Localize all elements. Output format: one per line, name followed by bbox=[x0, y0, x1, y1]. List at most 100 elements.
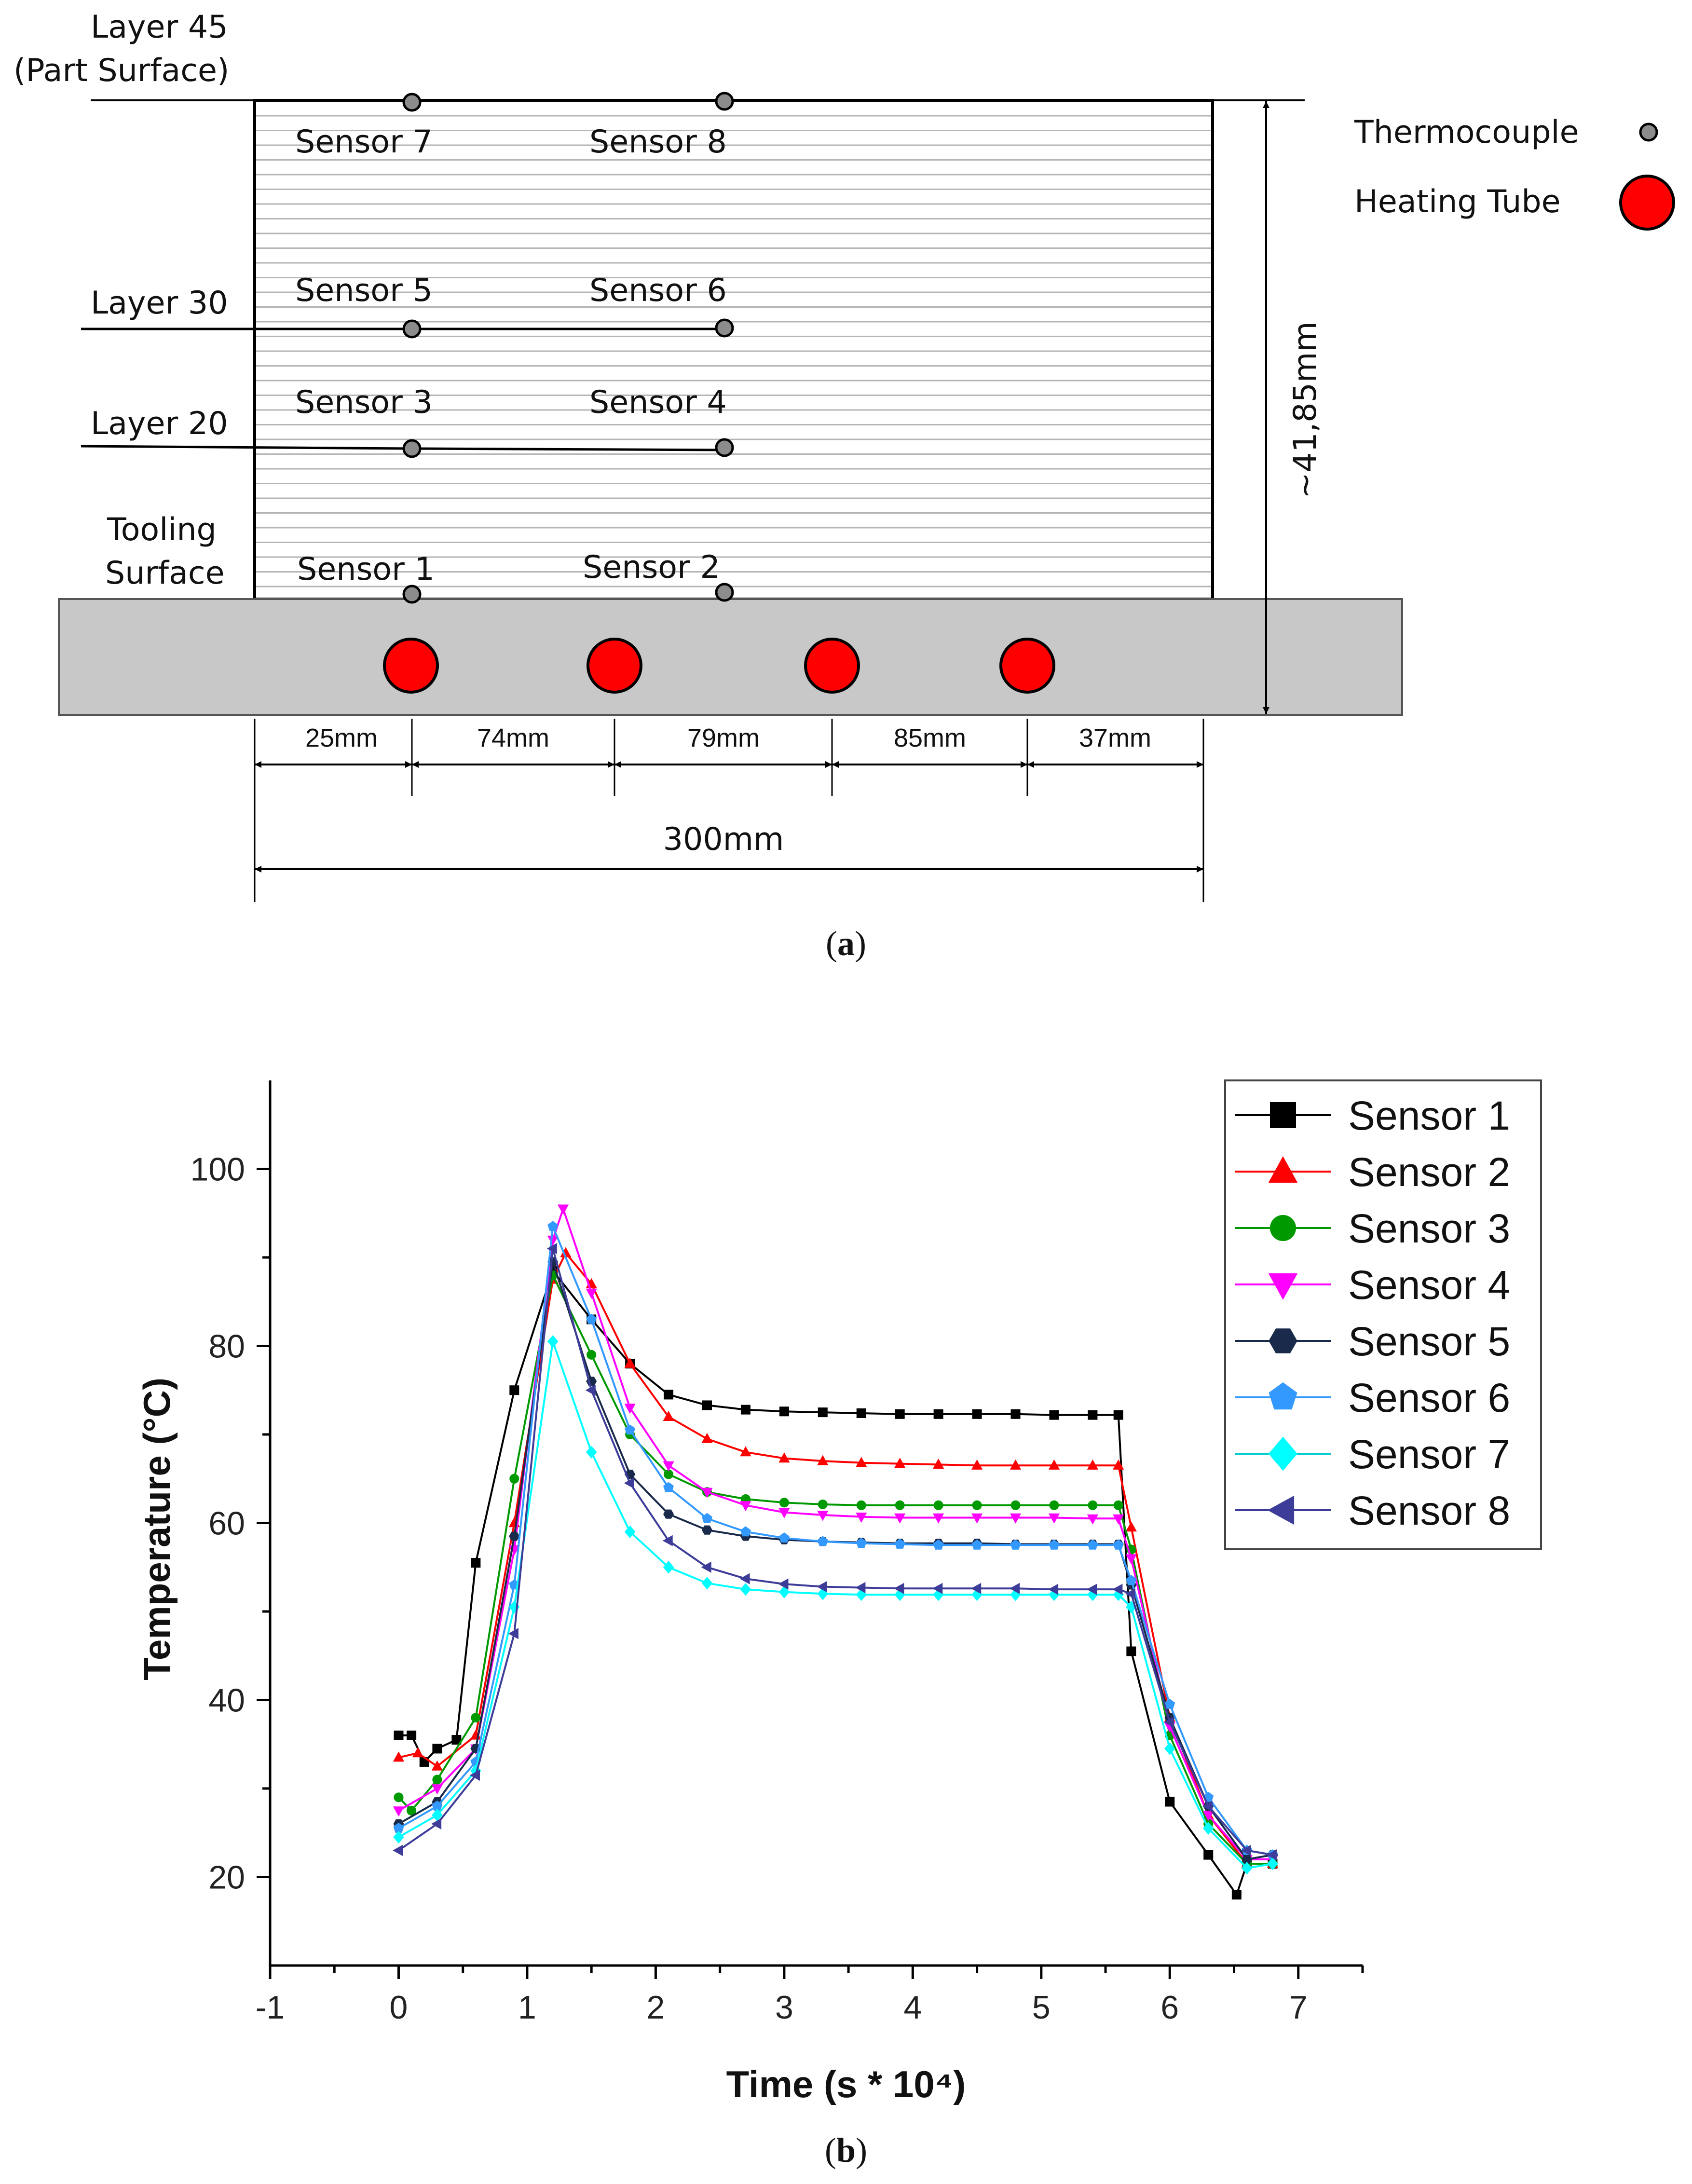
data-point bbox=[1269, 1382, 1297, 1410]
data-point bbox=[933, 1500, 943, 1510]
dimension-label-5: 37mm bbox=[1079, 723, 1151, 752]
data-point bbox=[1010, 1583, 1020, 1594]
data-point bbox=[1163, 1716, 1174, 1728]
data-point bbox=[393, 1751, 405, 1762]
thermocouple-sensor-4 bbox=[715, 438, 734, 457]
series-2 bbox=[393, 1247, 1279, 1868]
data-point bbox=[740, 1501, 751, 1512]
data-point bbox=[1048, 1583, 1059, 1595]
x-tick-label: 3 bbox=[775, 1989, 793, 2026]
legend-label: Sensor 3 bbox=[1348, 1206, 1510, 1251]
data-point bbox=[1088, 1410, 1098, 1420]
caption-b: (b) bbox=[825, 2131, 867, 2170]
data-point bbox=[1268, 1495, 1295, 1525]
data-point bbox=[1267, 1857, 1278, 1870]
y-tick-label: 20 bbox=[208, 1859, 245, 1896]
series-6 bbox=[393, 1221, 1278, 1859]
legend-item-5: Sensor 5 bbox=[1235, 1319, 1510, 1364]
heating-tube-legend-symbol bbox=[1619, 175, 1675, 231]
data-point bbox=[1242, 1855, 1253, 1864]
data-point bbox=[894, 1583, 904, 1594]
data-point bbox=[469, 1769, 480, 1781]
thermocouples bbox=[402, 92, 734, 604]
y-axis-label: Temperature (°C) bbox=[136, 1378, 178, 1680]
data-point bbox=[1010, 1513, 1022, 1524]
data-point bbox=[1049, 1539, 1060, 1550]
data-point bbox=[1049, 1410, 1059, 1420]
series-1 bbox=[394, 1266, 1278, 1900]
data-point bbox=[1112, 1583, 1123, 1595]
data-point bbox=[624, 1404, 636, 1414]
layer-20-label: Layer 20 bbox=[91, 406, 228, 442]
data-point bbox=[817, 1511, 829, 1521]
data-point bbox=[585, 1384, 596, 1396]
data-point bbox=[663, 1410, 674, 1421]
data-point bbox=[971, 1459, 983, 1470]
data-point bbox=[1202, 1801, 1213, 1812]
data-point bbox=[509, 1385, 519, 1395]
data-point bbox=[586, 1288, 597, 1299]
data-point bbox=[701, 1525, 713, 1535]
heating-tubes bbox=[383, 638, 1055, 694]
data-point bbox=[451, 1735, 462, 1745]
legend-label: Sensor 7 bbox=[1348, 1432, 1510, 1477]
data-point bbox=[933, 1409, 943, 1419]
series-3 bbox=[394, 1270, 1278, 1869]
thickness-label: ~41,85mm bbox=[1287, 321, 1324, 498]
thermocouple-sensor-1 bbox=[402, 585, 422, 604]
data-point bbox=[1087, 1459, 1098, 1470]
data-point bbox=[701, 1433, 713, 1443]
data-point bbox=[625, 1424, 636, 1435]
data-point bbox=[739, 1573, 750, 1584]
data-point bbox=[547, 1335, 559, 1348]
data-point bbox=[1010, 1539, 1021, 1550]
data-point bbox=[971, 1539, 982, 1550]
x-axis-label: Time (s * 10⁴) bbox=[726, 2063, 966, 2105]
data-point bbox=[971, 1513, 983, 1524]
chart-axes: -1 0 1 2 3 4 5 6 7 20 40 60 80 100 bbox=[191, 1080, 1364, 2026]
data-point bbox=[1113, 1410, 1123, 1420]
data-point bbox=[412, 1747, 423, 1758]
chart-legend: Sensor 1 Sensor 2 Sensor 3 Sensor 4 Sensor 5… bbox=[1224, 1079, 1542, 1550]
heating-tube-4 bbox=[999, 638, 1055, 694]
data-point bbox=[933, 1513, 944, 1524]
data-point bbox=[546, 1243, 557, 1255]
data-point bbox=[933, 1458, 944, 1469]
sensor-7-label: Sensor 7 bbox=[295, 124, 433, 160]
data-point bbox=[818, 1407, 828, 1418]
thermocouple-legend-label: Thermocouple bbox=[1354, 114, 1579, 150]
data-point bbox=[1164, 1742, 1175, 1755]
series-line bbox=[398, 1261, 1273, 1860]
series-8 bbox=[393, 1243, 1277, 1861]
series-line bbox=[398, 1208, 1273, 1860]
tooling-label: Tooling bbox=[107, 512, 217, 548]
caption-a: (a) bbox=[826, 924, 866, 963]
chart-series bbox=[393, 1204, 1279, 1900]
data-point bbox=[856, 1457, 867, 1467]
series-line bbox=[398, 1225, 1273, 1856]
y-tick-label: 100 bbox=[191, 1151, 245, 1188]
tooling-plate bbox=[58, 598, 1403, 716]
data-point bbox=[663, 1482, 674, 1492]
surface-label: Surface bbox=[105, 555, 225, 591]
data-point bbox=[778, 1585, 790, 1598]
data-point bbox=[972, 1409, 982, 1419]
data-point bbox=[1125, 1588, 1135, 1599]
data-point bbox=[894, 1513, 906, 1524]
legend-item-2: Sensor 2 bbox=[1235, 1149, 1510, 1195]
data-point bbox=[778, 1508, 790, 1518]
data-point bbox=[1048, 1459, 1060, 1470]
data-point bbox=[664, 1390, 674, 1400]
data-point bbox=[701, 1577, 713, 1590]
data-point bbox=[778, 1578, 789, 1590]
sensor-2-label: Sensor 2 bbox=[583, 549, 720, 586]
legend-item-3: Sensor 3 bbox=[1235, 1206, 1510, 1251]
data-point bbox=[856, 1513, 867, 1523]
heating-tube-2 bbox=[587, 638, 642, 694]
data-point bbox=[701, 1488, 713, 1498]
data-point bbox=[1087, 1514, 1098, 1525]
x-tick-label: 2 bbox=[646, 1989, 665, 2026]
data-point bbox=[393, 1830, 404, 1844]
heating-tube-1 bbox=[383, 638, 439, 694]
thermocouple-legend-symbol bbox=[1639, 123, 1658, 142]
